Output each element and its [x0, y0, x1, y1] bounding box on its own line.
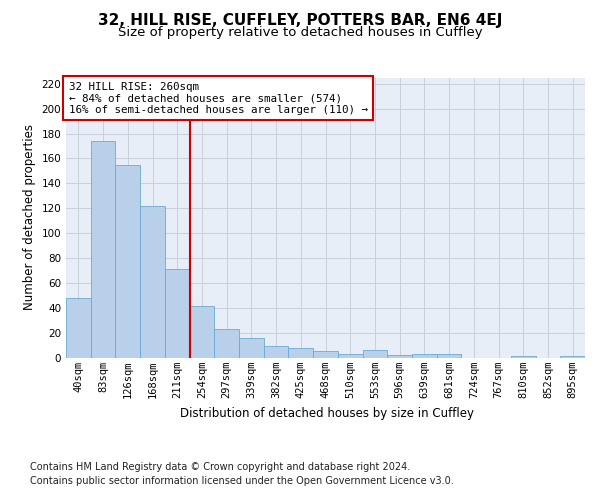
Bar [338, 354, 362, 358]
Bar [91, 141, 115, 358]
Bar [140, 206, 165, 358]
Y-axis label: Number of detached properties: Number of detached properties [23, 124, 36, 310]
Bar [560, 356, 585, 358]
Text: Distribution of detached houses by size in Cuffley: Distribution of detached houses by size … [180, 408, 474, 420]
Bar [239, 338, 264, 357]
Bar [66, 298, 91, 358]
Text: 32 HILL RISE: 260sqm
← 84% of detached houses are smaller (574)
16% of semi-deta: 32 HILL RISE: 260sqm ← 84% of detached h… [68, 82, 368, 115]
Text: Contains public sector information licensed under the Open Government Licence v3: Contains public sector information licen… [30, 476, 454, 486]
Bar [289, 348, 313, 358]
Bar [264, 346, 289, 358]
Bar [362, 350, 387, 358]
Text: Contains HM Land Registry data © Crown copyright and database right 2024.: Contains HM Land Registry data © Crown c… [30, 462, 410, 472]
Bar [387, 355, 412, 358]
Bar [165, 269, 190, 358]
Bar [313, 352, 338, 358]
Bar [190, 306, 214, 358]
Bar [412, 354, 437, 358]
Bar [437, 354, 461, 358]
Bar [214, 329, 239, 358]
Text: 32, HILL RISE, CUFFLEY, POTTERS BAR, EN6 4EJ: 32, HILL RISE, CUFFLEY, POTTERS BAR, EN6… [98, 12, 502, 28]
Bar [511, 356, 536, 358]
Bar [115, 164, 140, 358]
Text: Size of property relative to detached houses in Cuffley: Size of property relative to detached ho… [118, 26, 482, 39]
